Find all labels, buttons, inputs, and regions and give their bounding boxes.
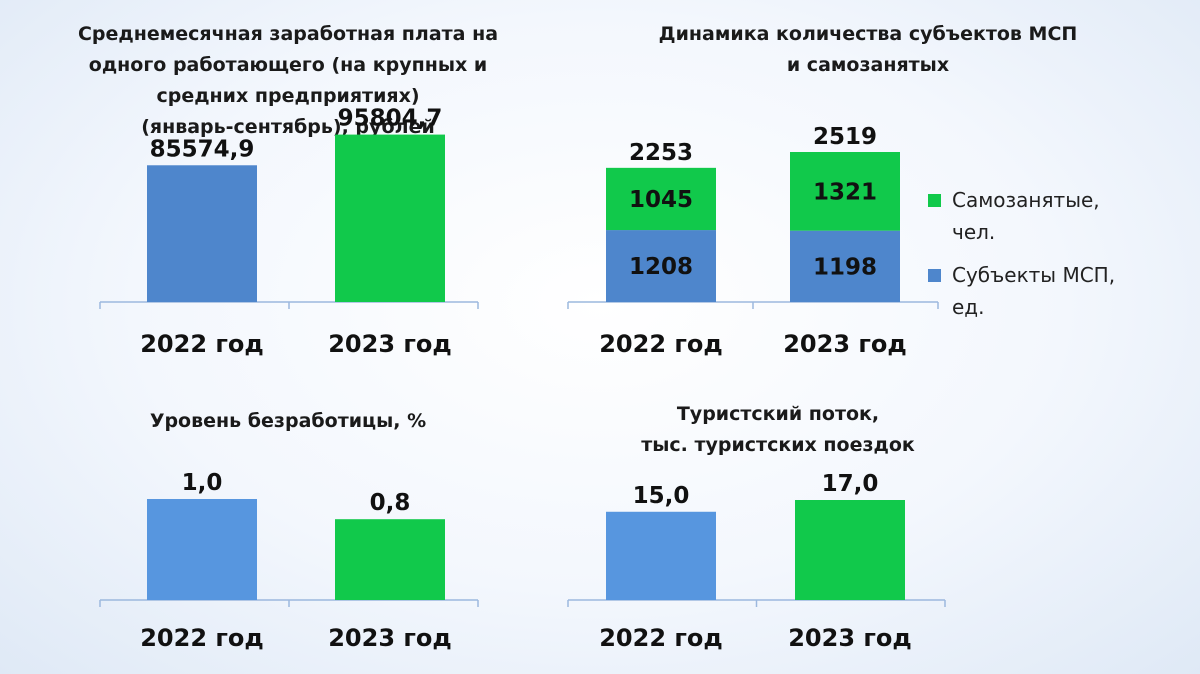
- category-label: 2022 год: [599, 624, 723, 652]
- bar: [606, 511, 716, 600]
- bar: [147, 165, 257, 302]
- category-label: 2023 год: [328, 624, 452, 652]
- data-label: 1198: [813, 254, 877, 280]
- chart-title-line: Уровень безработицы, %: [150, 410, 426, 432]
- data-label: 15,0: [633, 483, 690, 509]
- legend-label: Субъекты МСП,: [952, 263, 1115, 287]
- bar: [335, 134, 445, 302]
- category-label: 2023 год: [783, 330, 907, 358]
- data-label: 1321: [813, 179, 877, 205]
- bar: [335, 519, 445, 600]
- data-label: 85574,9: [150, 136, 255, 162]
- chart-salary: Среднемесячная заработная плата на одного…: [78, 23, 498, 358]
- bar: [795, 500, 905, 600]
- legend-label: Самозанятые,: [952, 188, 1100, 212]
- legend-label: чел.: [952, 220, 995, 244]
- data-label: 1208: [629, 254, 693, 280]
- chart-title-line: Среднемесячная заработная плата на: [78, 23, 498, 45]
- bar: [147, 499, 257, 600]
- chart-title-line: (январь-сентябрь), рублей: [141, 116, 435, 138]
- data-label: 1,0: [182, 470, 223, 496]
- data-label: 1045: [629, 187, 693, 213]
- chart-title-line: Туристский поток,: [677, 403, 879, 425]
- legend-swatch: [928, 194, 941, 207]
- category-label: 2022 год: [599, 330, 723, 358]
- category-label: 2023 год: [328, 330, 452, 358]
- bar-segment-msp: [790, 230, 900, 302]
- chart-title-line: Динамика количества субъектов МСП: [659, 23, 1078, 45]
- chart-title-line: тыс. туристских поездок: [641, 434, 915, 456]
- total-label: 2519: [813, 124, 877, 150]
- total-label: 2253: [629, 140, 693, 166]
- chart-title-line: средних предприятиях): [156, 85, 419, 107]
- bar-segment-selfemployed: [606, 167, 716, 231]
- chart-msp: Динамика количества субъектов МСП и самоз…: [567, 23, 1115, 358]
- data-label: 95804,7: [338, 106, 443, 132]
- chart-unemployment: Уровень безработицы, % 2022 год 2023 год 1,…: [99, 410, 479, 652]
- category-label: 2022 год: [140, 624, 264, 652]
- data-label: 17,0: [822, 471, 879, 497]
- category-label: 2023 год: [788, 624, 912, 652]
- chart-title-line: и самозанятых: [787, 54, 949, 76]
- bar-segment-msp: [606, 230, 716, 302]
- chart-title-line: одного работающего (на крупных и: [89, 54, 487, 76]
- bar-segment-selfemployed: [790, 152, 900, 231]
- chart-tourism: Туристский поток, тыс. туристских поездок…: [567, 403, 946, 652]
- legend-label: ед.: [952, 295, 985, 319]
- category-label: 2022 год: [140, 330, 264, 358]
- data-label: 0,8: [370, 490, 411, 516]
- legend-swatch: [928, 269, 941, 282]
